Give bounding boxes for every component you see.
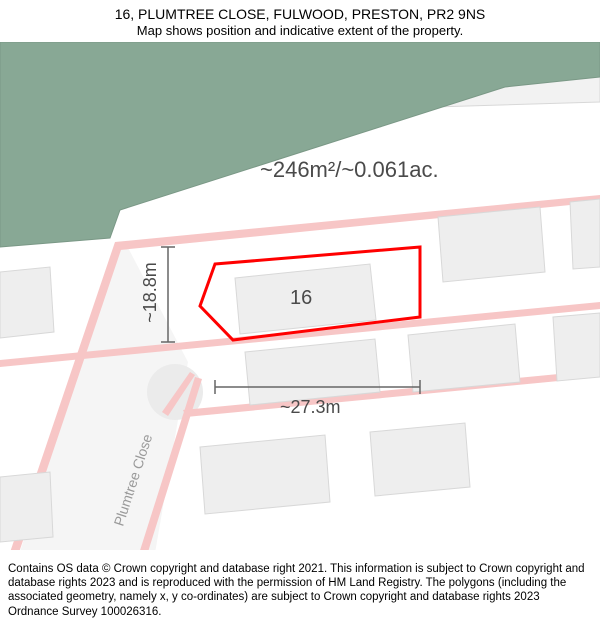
header: 16, PLUMTREE CLOSE, FULWOOD, PRESTON, PR… <box>0 0 600 40</box>
building <box>370 423 470 496</box>
building <box>200 435 330 514</box>
map-canvas: ~246m²/~0.061ac. ~18.8m ~27.3m 16 Plumtr… <box>0 42 600 550</box>
width-label: ~27.3m <box>280 397 341 418</box>
building <box>553 313 600 381</box>
building <box>438 207 545 282</box>
building <box>408 324 520 392</box>
page-title: 16, PLUMTREE CLOSE, FULWOOD, PRESTON, PR… <box>10 6 590 22</box>
height-label: ~18.8m <box>140 262 161 323</box>
copyright-footer: Contains OS data © Crown copyright and d… <box>0 558 600 625</box>
building <box>0 472 53 542</box>
page-subtitle: Map shows position and indicative extent… <box>10 23 590 38</box>
area-label: ~246m²/~0.061ac. <box>260 157 439 183</box>
building <box>0 267 54 338</box>
building <box>570 199 600 269</box>
house-number: 16 <box>290 287 312 310</box>
